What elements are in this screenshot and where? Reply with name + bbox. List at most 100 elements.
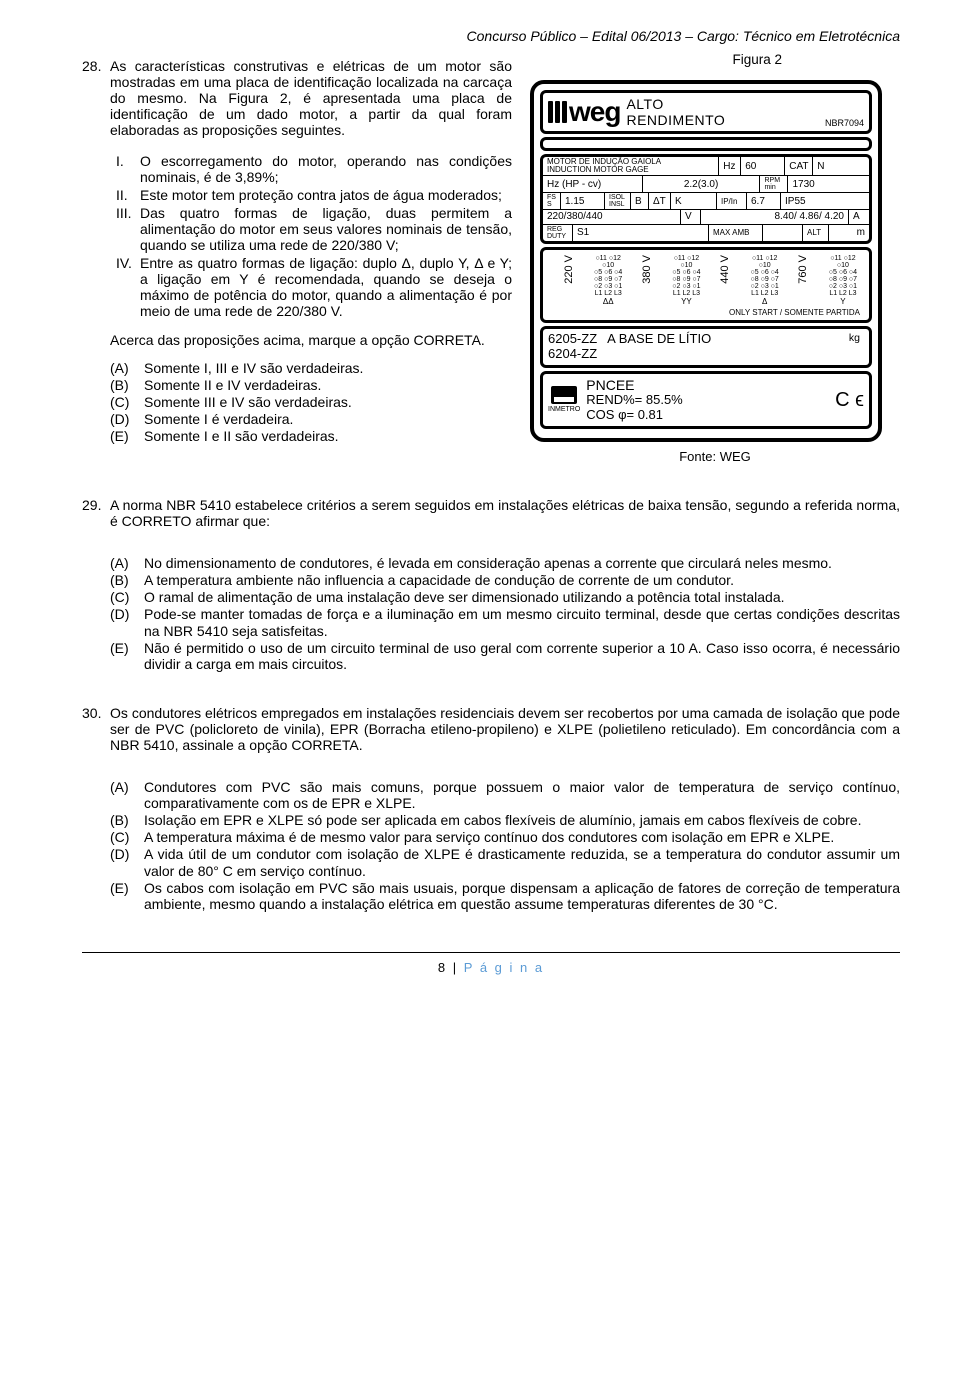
opt-label: (B)	[110, 377, 144, 393]
opt-label: (E)	[110, 640, 144, 672]
q29-options: (A)No dimensionamento de condutores, é l…	[110, 555, 900, 672]
plate-bearing-section: 6205-ZZ A BASE DE LÍTIO 6204-ZZ kg	[540, 326, 872, 368]
q28-item-II: II. Este motor tem proteção contra jatos…	[116, 187, 512, 203]
wiring-col-1: 220 V	[550, 255, 588, 306]
q29-opt-b: (B)A temperatura ambiente não influencia…	[110, 572, 900, 588]
roman-text: Das quatro formas de ligação, duas permi…	[140, 205, 512, 253]
wiring-sym2: YY	[681, 297, 692, 306]
opt-label: (D)	[110, 411, 144, 427]
q30-opt-d: (D)A vida útil de um condutor com isolaç…	[110, 846, 900, 878]
cos-value: COS φ= 0.81	[586, 408, 829, 423]
opt-text: Não é permitido o uso de um circuito ter…	[144, 640, 900, 672]
roman-label: II.	[116, 187, 140, 203]
pncee: PNCEE	[586, 377, 829, 393]
figure-source: Fonte: WEG	[530, 450, 900, 465]
question-30: 30. Os condutores elétricos empregados e…	[82, 705, 900, 753]
left-column: 28. As características construtivas e el…	[82, 58, 512, 445]
ipin-label: IP/In	[717, 193, 747, 209]
q28-roman-list: I. O escorregamento do motor, operando n…	[116, 153, 512, 320]
q30-opt-a: (A)Condutores com PVC são mais comuns, p…	[110, 779, 900, 811]
q30-options: (A)Condutores com PVC são mais comuns, p…	[110, 779, 900, 912]
rpm-value: 1730	[788, 176, 869, 192]
wiring-note: ONLY START / SOMENTE PARTIDA	[548, 308, 864, 317]
opt-label: (B)	[110, 812, 144, 828]
hp-value: 2.2(3.0)	[643, 176, 761, 192]
wdiag-4: ○11 ○12 ○10○5 ○6 ○4○8 ○9 ○7○2 ○3 ○1L1 L2…	[824, 255, 862, 297]
rend-value: REND%= 85.5%	[586, 393, 829, 408]
q28-item-III: III. Das quatro formas de ligação, duas …	[116, 205, 512, 253]
q28-item-IV: IV. Entre as quatro formas de ligação: d…	[116, 255, 512, 319]
volt-label: 220/380/440	[543, 210, 681, 224]
right-column: weg ALTO RENDIMENTO NBR7094 MOTOR DE IND…	[530, 58, 900, 465]
brand-text: weg	[569, 96, 620, 128]
bearing1: 6205-ZZ	[548, 332, 597, 347]
q28-opt-a: (A)Somente I, III e IV são verdadeiras.	[110, 360, 512, 376]
reg-bot: DUTY	[547, 233, 566, 240]
opt-text: Somente I e II são verdadeiras.	[144, 428, 512, 444]
q28-opt-c: (C)Somente III e IV são verdadeiras.	[110, 394, 512, 410]
wdiag-1: ○11 ○12 ○10○5 ○6 ○4○8 ○9 ○7○2 ○3 ○1L1 L2…	[589, 255, 627, 297]
wiring-v2: 380 V	[641, 255, 654, 284]
ip-value: IP55	[781, 193, 869, 209]
q28-options: (A)Somente I, III e IV são verdadeiras. …	[110, 360, 512, 444]
opt-text: A temperatura ambiente não influencia a …	[144, 572, 900, 588]
opt-text: Os cabos com isolação em PVC são mais us…	[144, 880, 900, 912]
plate-brand-section: weg ALTO RENDIMENTO NBR7094	[540, 90, 872, 134]
opt-label: (C)	[110, 829, 144, 845]
opt-text: Somente III e IV são verdadeiras.	[144, 394, 512, 410]
question-29: 29. A norma NBR 5410 estabelece critério…	[82, 497, 900, 529]
wiring-col-2: 380 V	[628, 255, 666, 306]
q29-opt-a: (A)No dimensionamento de condutores, é l…	[110, 555, 900, 571]
reg-top: REG	[547, 226, 566, 233]
opt-label: (A)	[110, 555, 144, 571]
q30-opt-c: (C)A temperatura máxima é de mesmo valor…	[110, 829, 900, 845]
page-sep: |	[447, 960, 464, 975]
opt-text: Somente I é verdadeira.	[144, 411, 512, 427]
q28-opt-d: (D)Somente I é verdadeira.	[110, 411, 512, 427]
wiring-v3: 440 V	[719, 255, 732, 284]
page-word: P á g i n a	[464, 960, 544, 975]
rpm-top: RPM	[764, 177, 780, 184]
q28-opt-e: (E)Somente I e II são verdadeiras.	[110, 428, 512, 444]
roman-text: Entre as quatro formas de ligação: duplo…	[140, 255, 512, 319]
plate-empty-row	[540, 137, 872, 151]
roman-text: O escorregamento do motor, operando nas …	[140, 153, 512, 185]
q28-item-I: I. O escorregamento do motor, operando n…	[116, 153, 512, 185]
reg-value: S1	[573, 225, 709, 241]
q28-opt-b: (B)Somente II e IV verdadeiras.	[110, 377, 512, 393]
motor-nameplate: weg ALTO RENDIMENTO NBR7094 MOTOR DE IND…	[530, 80, 882, 442]
doc-header: Concurso Público – Edital 06/2013 – Carg…	[82, 28, 900, 44]
q28-number: 28.	[82, 58, 110, 138]
opt-text: Somente II e IV verdadeiras.	[144, 377, 512, 393]
cat-label: CAT	[785, 157, 813, 175]
opt-label: (C)	[110, 394, 144, 410]
opt-text: A vida útil de um condutor com isolação …	[144, 846, 900, 878]
q29-opt-e: (E)Não é permitido o uso de um circuito …	[110, 640, 900, 672]
q29-number: 29.	[82, 497, 110, 529]
fs-value: 1.15	[561, 193, 605, 209]
opt-label: (D)	[110, 846, 144, 878]
wiring-col-4: 760 V	[785, 255, 823, 306]
roman-text: Este motor tem proteção contra jatos de …	[140, 187, 512, 203]
two-column-layout: 28. As características construtivas e el…	[82, 58, 900, 465]
nbr-code: NBR7094	[825, 118, 864, 128]
isol-bot: INSL	[609, 201, 625, 208]
isol-value: B	[631, 193, 649, 209]
wdiag-2: ○11 ○12 ○10○5 ○6 ○4○8 ○9 ○7○2 ○3 ○1L1 L2…	[667, 255, 705, 297]
wiring-sym1: ΔΔ	[603, 297, 614, 306]
opt-text: O ramal de alimentação de uma instalação…	[144, 589, 900, 605]
plate-wiring-section: 220 V ○11 ○12 ○10○5 ○6 ○4○8 ○9 ○7○2 ○3 ○…	[540, 247, 872, 323]
opt-label: (A)	[110, 360, 144, 376]
page-number: 8	[438, 960, 447, 975]
weg-logo: weg	[548, 96, 620, 128]
hz-value: 60	[741, 157, 785, 175]
plate-data-grid: MOTOR DE INDUÇÃO GAIOLA INDUCTION MOTOR …	[540, 154, 872, 244]
brand-slogan: ALTO RENDIMENTO	[626, 96, 725, 128]
wiring-sym3: Δ	[762, 297, 767, 306]
wiring-v1: 220 V	[563, 255, 576, 284]
ce-mark: C ϵ	[835, 389, 864, 412]
roman-label: I.	[116, 153, 140, 185]
alt-unit: m	[829, 225, 869, 241]
bearing-text: A BASE DE LÍTIO	[607, 332, 711, 347]
roman-label: IV.	[116, 255, 140, 319]
